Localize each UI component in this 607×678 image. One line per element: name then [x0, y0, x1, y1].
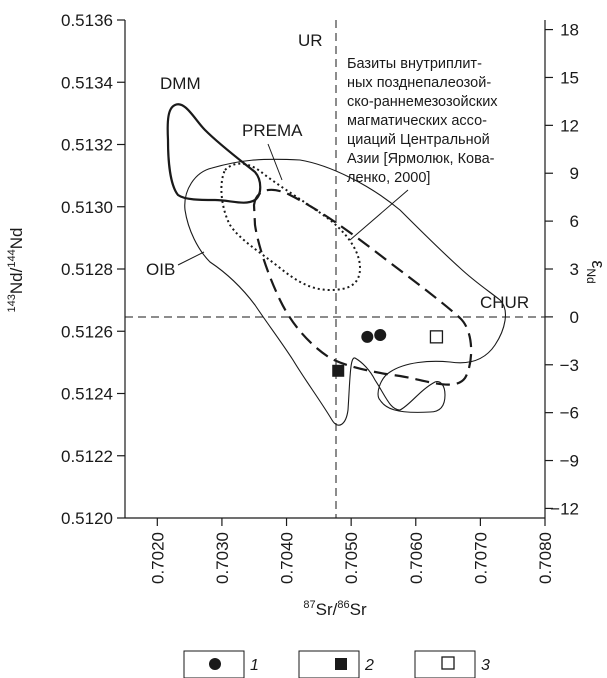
oib-label: OIB: [146, 260, 175, 279]
y-title-t1: Nd/: [7, 267, 26, 294]
prema-field: [220, 162, 362, 292]
oib-leader: [177, 251, 205, 266]
dmm-label: DMM: [160, 74, 201, 93]
data-points: [332, 328, 444, 377]
legend-label-1: 1: [250, 657, 259, 674]
annotation-line: Азии [Ярмолюк, Кова-: [347, 151, 495, 167]
y-tick-label: 0.5136: [61, 11, 113, 30]
y-tick-label: 0.5120: [61, 509, 113, 528]
y2-tick-label: 18: [560, 21, 579, 40]
x-tick-label: 0.7050: [342, 532, 361, 584]
dmm-field: [166, 103, 262, 204]
y2-title-main: ε: [588, 260, 607, 268]
y2-tick-label: −12: [550, 499, 579, 518]
data-point-group-1: [361, 330, 374, 343]
y2-tick-label: −3: [560, 356, 579, 375]
x-axis-title: 87Sr/86Sr: [303, 599, 367, 619]
legend-label-3: 3: [481, 657, 490, 674]
x-title-t2: Sr: [350, 600, 367, 619]
annotation-line: магматических ассо-: [347, 113, 487, 129]
prema-label: PREMA: [242, 121, 303, 140]
y-tick-label: 0.5132: [61, 136, 113, 155]
x-tick-label: 0.7080: [536, 532, 555, 584]
annotation-line: ных позднепалеозой-: [347, 75, 491, 91]
y2-tick-label: −9: [560, 452, 579, 471]
dashed-field: [252, 188, 473, 386]
legend-marker-open-square: [441, 656, 455, 670]
x-tick-label: 0.7040: [278, 532, 297, 584]
y-title-t2: Nd: [7, 228, 26, 250]
y2-axis-title: εNd: [584, 260, 607, 283]
data-point-group-3: [429, 330, 444, 344]
y-tick-label: 0.5128: [61, 260, 113, 279]
annotation-line: ско-раннемезозойских: [347, 94, 498, 110]
data-point-group-2: [332, 364, 345, 377]
y2-tick-label: 12: [560, 116, 579, 135]
y2-tick-label: 6: [570, 212, 579, 231]
x-title-sup2: 86: [337, 599, 349, 611]
y-title-sup1: 143: [6, 294, 18, 312]
x-axis-ticks: 0.7020 0.7030 0.7040 0.7050 0.7060 0.7070 0.70…: [148, 518, 555, 584]
y-tick-label: 0.5126: [61, 322, 113, 341]
y2-tick-label: 3: [570, 260, 579, 279]
y-tick-label: 0.5130: [61, 198, 113, 217]
y-tick-label: 0.5134: [61, 73, 113, 92]
y-tick-label: 0.5122: [61, 447, 113, 466]
y2-tick-label: 9: [570, 164, 579, 183]
annotation-line: ленко, 2000]: [347, 170, 430, 186]
legend-marker-filled-circle: [209, 658, 221, 670]
prema-leader: [267, 143, 283, 181]
annotation-text: Базиты внутриплит- ных позднепалеозой- с…: [347, 56, 498, 186]
x-tick-label: 0.7070: [471, 532, 490, 584]
annotation-line: циаций Центральной: [347, 132, 490, 148]
chur-label: CHUR: [480, 293, 529, 312]
x-tick-label: 0.7030: [213, 532, 232, 584]
legend-marker-filled-square: [335, 658, 347, 670]
x-tick-label: 0.7020: [148, 532, 167, 584]
y2-axis-ticks: −12 −9 −6 −3 0 3 6 9 12 15 18: [545, 21, 579, 518]
x-title-sup1: 87: [303, 599, 315, 611]
y-axis-ticks: 0.5120 0.5122 0.5124 0.5126 0.5128 0.5130 0.51…: [61, 11, 125, 528]
y2-title-sub: Nd: [584, 268, 598, 283]
ur-label: UR: [298, 31, 323, 50]
y-title-sup2: 144: [6, 249, 18, 267]
data-point-group-1: [374, 328, 387, 341]
y-tick-label: 0.5124: [61, 385, 113, 404]
x-tick-label: 0.7060: [407, 532, 426, 584]
annotation-line: Базиты внутриплит-: [347, 56, 482, 72]
legend: 1 2 3: [183, 650, 490, 678]
legend-label-2: 2: [364, 657, 374, 674]
y2-tick-label: 15: [560, 68, 579, 87]
y2-tick-label: −6: [560, 404, 579, 423]
legend-box-2: [298, 650, 360, 678]
y2-tick-label: 0: [570, 308, 579, 327]
y-axis-title: 143Nd/144Nd: [6, 228, 26, 313]
legend-box-3: [414, 650, 476, 678]
annotation-leader: [349, 189, 409, 241]
oib-field: [184, 158, 506, 426]
x-title-t1: Sr/: [316, 600, 338, 619]
